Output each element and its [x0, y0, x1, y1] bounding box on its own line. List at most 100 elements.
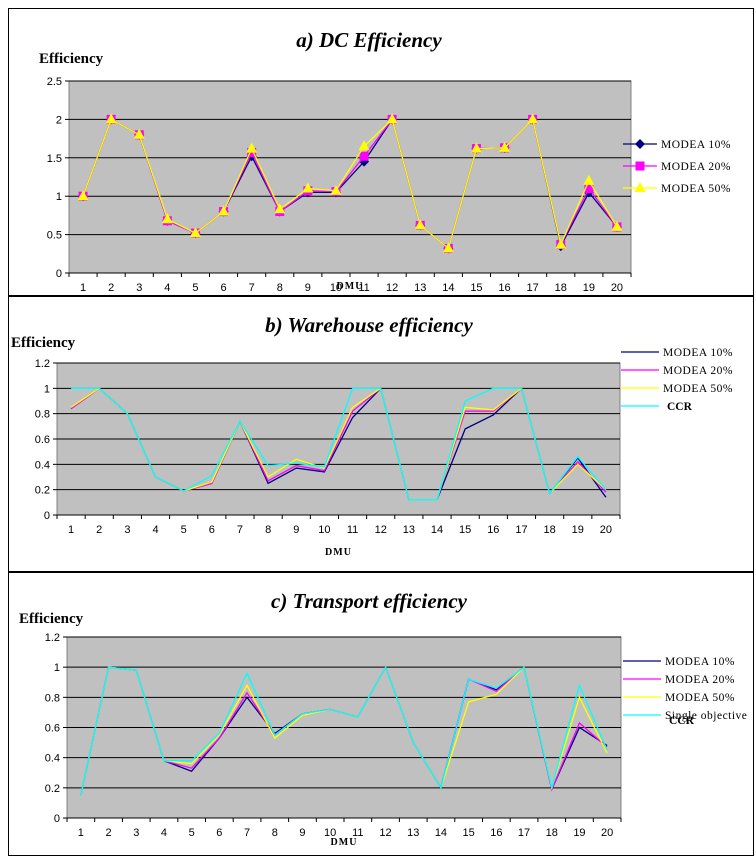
chart-title: c) Transport efficiency — [271, 589, 468, 613]
chart-title: b) Warehouse efficiency — [265, 313, 473, 337]
x-tick-label: 14 — [431, 524, 443, 536]
x-tick-label: 7 — [237, 524, 243, 536]
x-tick-label: 11 — [347, 524, 358, 536]
x-tick-label: 12 — [379, 827, 391, 839]
data-point — [470, 142, 482, 153]
x-tick-label: 18 — [544, 524, 556, 536]
legend-label: CCR — [667, 401, 693, 413]
x-tick-label: 17 — [515, 524, 527, 536]
x-tick-label: 13 — [403, 524, 415, 536]
y-axis-label: Efficiency — [11, 335, 76, 351]
x-tick-label: 4 — [152, 524, 158, 536]
x-tick-label: 17 — [518, 827, 530, 839]
legend-extra-label: CCR — [669, 715, 695, 727]
y-tick-label: 1.2 — [35, 358, 50, 370]
x-tick-label: 6 — [209, 524, 215, 536]
x-tick-label: 17 — [527, 282, 539, 294]
legend-marker — [634, 182, 646, 192]
x-tick-label: 12 — [386, 282, 398, 294]
data-point — [386, 113, 398, 124]
y-tick-label: 0.5 — [47, 230, 62, 242]
x-tick-label: 20 — [611, 282, 623, 294]
x-tick-label: 16 — [498, 282, 510, 294]
x-tick-label: 16 — [487, 524, 499, 536]
x-axis-label: DMU — [325, 547, 352, 558]
data-point — [414, 219, 426, 230]
y-tick-label: 0.4 — [45, 753, 60, 765]
x-tick-label: 15 — [463, 827, 475, 839]
legend-label: MODEA 10% — [665, 656, 735, 668]
x-tick-label: 15 — [459, 524, 471, 536]
x-tick-label: 15 — [470, 282, 482, 294]
y-tick-label: 1.2 — [45, 632, 60, 644]
chart-warehouse: b) Warehouse efficiency Efficiency DMU 0 0.2… — [11, 313, 733, 558]
series-line-2 — [82, 118, 618, 250]
x-axis-label: DMU — [337, 281, 364, 292]
x-tick-label: 3 — [124, 524, 130, 536]
x-tick-label: 8 — [277, 282, 283, 294]
data-point — [359, 151, 369, 161]
data-point — [584, 184, 594, 194]
x-tick-label: 4 — [161, 827, 167, 839]
x-tick-label: 11 — [358, 282, 369, 294]
data-point — [302, 182, 314, 193]
data-point — [77, 190, 89, 201]
y-tick-label: 1.5 — [47, 153, 62, 165]
data-point — [246, 142, 258, 153]
chart-panel-warehouse: b) Warehouse efficiency Efficiency DMU 0 0.2… — [8, 296, 754, 572]
x-tick-label: 8 — [265, 524, 271, 536]
x-tick-label: 13 — [407, 827, 419, 839]
x-tick-label: 2 — [96, 524, 102, 536]
legend-label: MODEA 50% — [665, 692, 735, 704]
data-point — [105, 113, 117, 124]
x-axis-label: DMU — [331, 837, 358, 848]
y-tick-label: 1 — [54, 662, 60, 674]
y-tick-label: 2 — [56, 114, 62, 126]
y-tick-label: 0 — [56, 268, 62, 280]
x-tick-label: 20 — [601, 827, 613, 839]
x-tick-label: 1 — [68, 524, 74, 536]
legend-label: Single objective — [665, 710, 747, 722]
data-point — [133, 128, 145, 139]
y-tick-label: 0.2 — [45, 783, 60, 795]
legend-label: MODEA 50% — [663, 383, 733, 395]
chart-transport: c) Transport efficiency Efficiency DMU 0 0.2… — [19, 589, 747, 848]
data-point — [330, 184, 342, 195]
x-tick-label: 4 — [164, 282, 170, 294]
y-tick-label: 0.6 — [45, 723, 60, 735]
x-tick-label: 14 — [435, 827, 447, 839]
y-tick-label: 1 — [56, 191, 62, 203]
y-tick-label: 0.8 — [45, 692, 60, 704]
series-line-3 — [71, 387, 607, 501]
legend-marker — [635, 139, 645, 149]
x-tick-label: 11 — [352, 827, 363, 839]
x-tick-label: 10 — [330, 282, 342, 294]
legend-label: MODEA 20% — [663, 365, 733, 377]
x-tick-label: 2 — [108, 282, 114, 294]
legend-label: MODEA 50% — [661, 183, 731, 195]
data-point — [161, 213, 173, 224]
x-tick-label: 6 — [220, 282, 226, 294]
data-point — [583, 174, 595, 185]
chart-panel-transport: c) Transport efficiency Efficiency DMU 0 0.2… — [8, 572, 754, 856]
legend-label: MODEA 10% — [663, 347, 733, 359]
x-tick-label: 14 — [442, 282, 454, 294]
chart-title: a) DC Efficiency — [296, 28, 442, 52]
x-tick-label: 5 — [189, 827, 195, 839]
data-point — [555, 238, 567, 249]
x-tick-label: 8 — [272, 827, 278, 839]
x-tick-label: 18 — [546, 827, 558, 839]
x-tick-label: 19 — [572, 524, 584, 536]
y-axis-label: Efficiency — [39, 51, 104, 67]
x-tick-label: 9 — [293, 524, 299, 536]
x-tick-label: 5 — [192, 282, 198, 294]
x-tick-label: 19 — [573, 827, 585, 839]
y-tick-label: 0.2 — [35, 485, 50, 497]
x-tick-label: 6 — [216, 827, 222, 839]
legend-marker — [635, 161, 645, 171]
legend-label: MODEA 10% — [661, 139, 731, 151]
x-tick-label: 16 — [490, 827, 502, 839]
data-point — [527, 113, 539, 124]
x-tick-label: 18 — [555, 282, 567, 294]
data-point — [611, 220, 623, 231]
